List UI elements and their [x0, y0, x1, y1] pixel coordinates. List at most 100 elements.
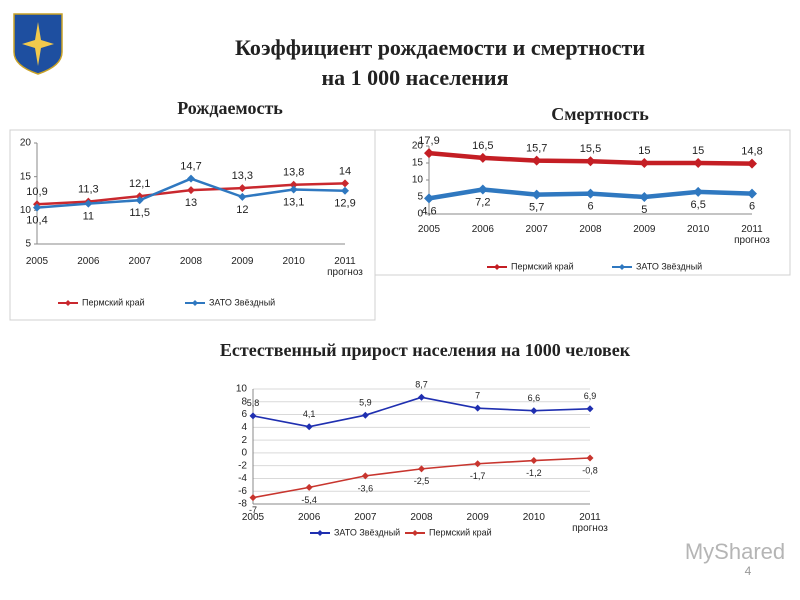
point-marker	[477, 184, 488, 195]
point-marker	[249, 412, 257, 420]
data-label: 4,6	[421, 205, 436, 217]
point-marker	[289, 185, 298, 194]
data-label: 13,8	[283, 167, 304, 179]
chart-title: Смертность	[551, 104, 649, 124]
y-tick-label: 4	[241, 422, 247, 433]
data-label: 11,5	[129, 207, 150, 219]
x-tick-label: 2010	[687, 224, 710, 235]
point-marker	[238, 184, 247, 193]
point-marker	[418, 465, 425, 473]
y-tick-label: 8	[241, 396, 247, 407]
data-label: 12,9	[334, 198, 355, 210]
x-tick-label: 2007	[128, 256, 151, 267]
legend-label: ЗАТО Звёздный	[636, 261, 702, 271]
legend-marker	[494, 264, 500, 270]
point-marker	[474, 460, 482, 468]
data-label: 7,2	[475, 196, 490, 208]
emblem	[13, 13, 63, 75]
data-label: 15	[692, 145, 704, 157]
x-tick-label: 2005	[25, 256, 49, 267]
x-tick-label: 2008	[179, 256, 203, 267]
legend-label: Пермский край	[429, 527, 492, 537]
y-tick-label: 5	[417, 192, 423, 203]
x-tick-label: 2010	[282, 256, 305, 267]
point-marker	[289, 180, 298, 189]
data-label: 7	[475, 391, 480, 401]
y-tick-label: -8	[238, 499, 247, 510]
point-marker	[238, 192, 247, 201]
point-marker	[187, 174, 195, 183]
y-tick-label: 6	[241, 409, 247, 420]
y-tick-label: 15	[20, 171, 32, 182]
data-label: -1,7	[470, 471, 486, 481]
point-marker	[424, 148, 434, 159]
legend-marker	[317, 530, 323, 536]
point-marker	[341, 186, 349, 195]
legend-label: Пермский край	[511, 261, 574, 271]
point-marker	[530, 407, 538, 415]
y-tick-label: 20	[412, 141, 424, 152]
data-label: 10,4	[26, 215, 47, 227]
point-marker	[424, 193, 434, 204]
y-tick-label: -2	[238, 460, 247, 471]
x-tick-label: 2009	[231, 256, 254, 267]
y-tick-label: 15	[412, 158, 424, 169]
point-marker	[84, 199, 93, 208]
point-marker	[249, 494, 257, 502]
watermark: MyShared	[685, 539, 785, 564]
x-tick-label: 2007	[525, 224, 548, 235]
data-label: 11	[83, 211, 94, 223]
x-tick-label: 2010	[522, 512, 545, 523]
y-tick-label: 10	[20, 205, 32, 216]
chart-frame	[9, 129, 376, 321]
legend-marker	[412, 530, 418, 536]
point-marker	[531, 155, 542, 166]
data-label: 5,8	[247, 398, 260, 408]
y-tick-label: 20	[20, 138, 32, 149]
data-label: 14,8	[741, 146, 762, 158]
y-tick-label: -6	[238, 486, 247, 497]
data-label: 12	[236, 204, 248, 216]
x-tick-label: 2007	[354, 512, 377, 523]
point-marker	[33, 203, 41, 212]
point-marker	[530, 457, 538, 465]
point-marker	[135, 196, 144, 205]
legend-label: ЗАТО Звёздный	[209, 297, 275, 307]
legend-marker	[619, 264, 625, 270]
x-tick-label: 2005	[417, 224, 441, 235]
x-tick-label: 2006	[471, 224, 494, 235]
point-marker	[586, 405, 594, 413]
chart-frame	[374, 129, 791, 276]
x-tick-label: 2011 прогноз	[734, 224, 770, 246]
x-tick-label: 2009	[466, 512, 489, 523]
slide-title: Коэффициент рождаемости и смертности	[235, 35, 645, 60]
data-label: 6,9	[584, 391, 597, 401]
point-marker	[305, 483, 313, 491]
point-marker	[693, 186, 704, 197]
data-label: 14	[339, 165, 351, 177]
data-label: 15	[638, 145, 650, 157]
data-label: 6	[749, 201, 755, 213]
x-tick-label: 2009	[633, 224, 656, 235]
y-tick-label: 5	[25, 239, 31, 250]
point-marker	[747, 158, 757, 169]
data-label: 12,1	[129, 178, 150, 190]
point-marker	[477, 152, 488, 163]
data-label: -5,4	[301, 495, 317, 505]
data-label: 4,1	[303, 409, 316, 419]
x-tick-label: 2006	[298, 512, 321, 523]
x-tick-label: 2008	[579, 224, 602, 235]
data-label: 13,1	[283, 196, 304, 208]
y-tick-label: 2	[241, 435, 247, 446]
data-label: -2,5	[414, 476, 430, 486]
point-marker	[305, 423, 313, 431]
point-marker	[474, 404, 482, 412]
point-marker	[585, 188, 596, 199]
x-tick-label: 2005	[241, 512, 265, 523]
legend-label: ЗАТО Звёздный	[334, 527, 400, 537]
point-marker	[639, 192, 650, 202]
data-label: 15,5	[580, 143, 601, 155]
y-tick-label: -4	[238, 473, 247, 484]
legend-label: Пермский край	[82, 297, 145, 307]
